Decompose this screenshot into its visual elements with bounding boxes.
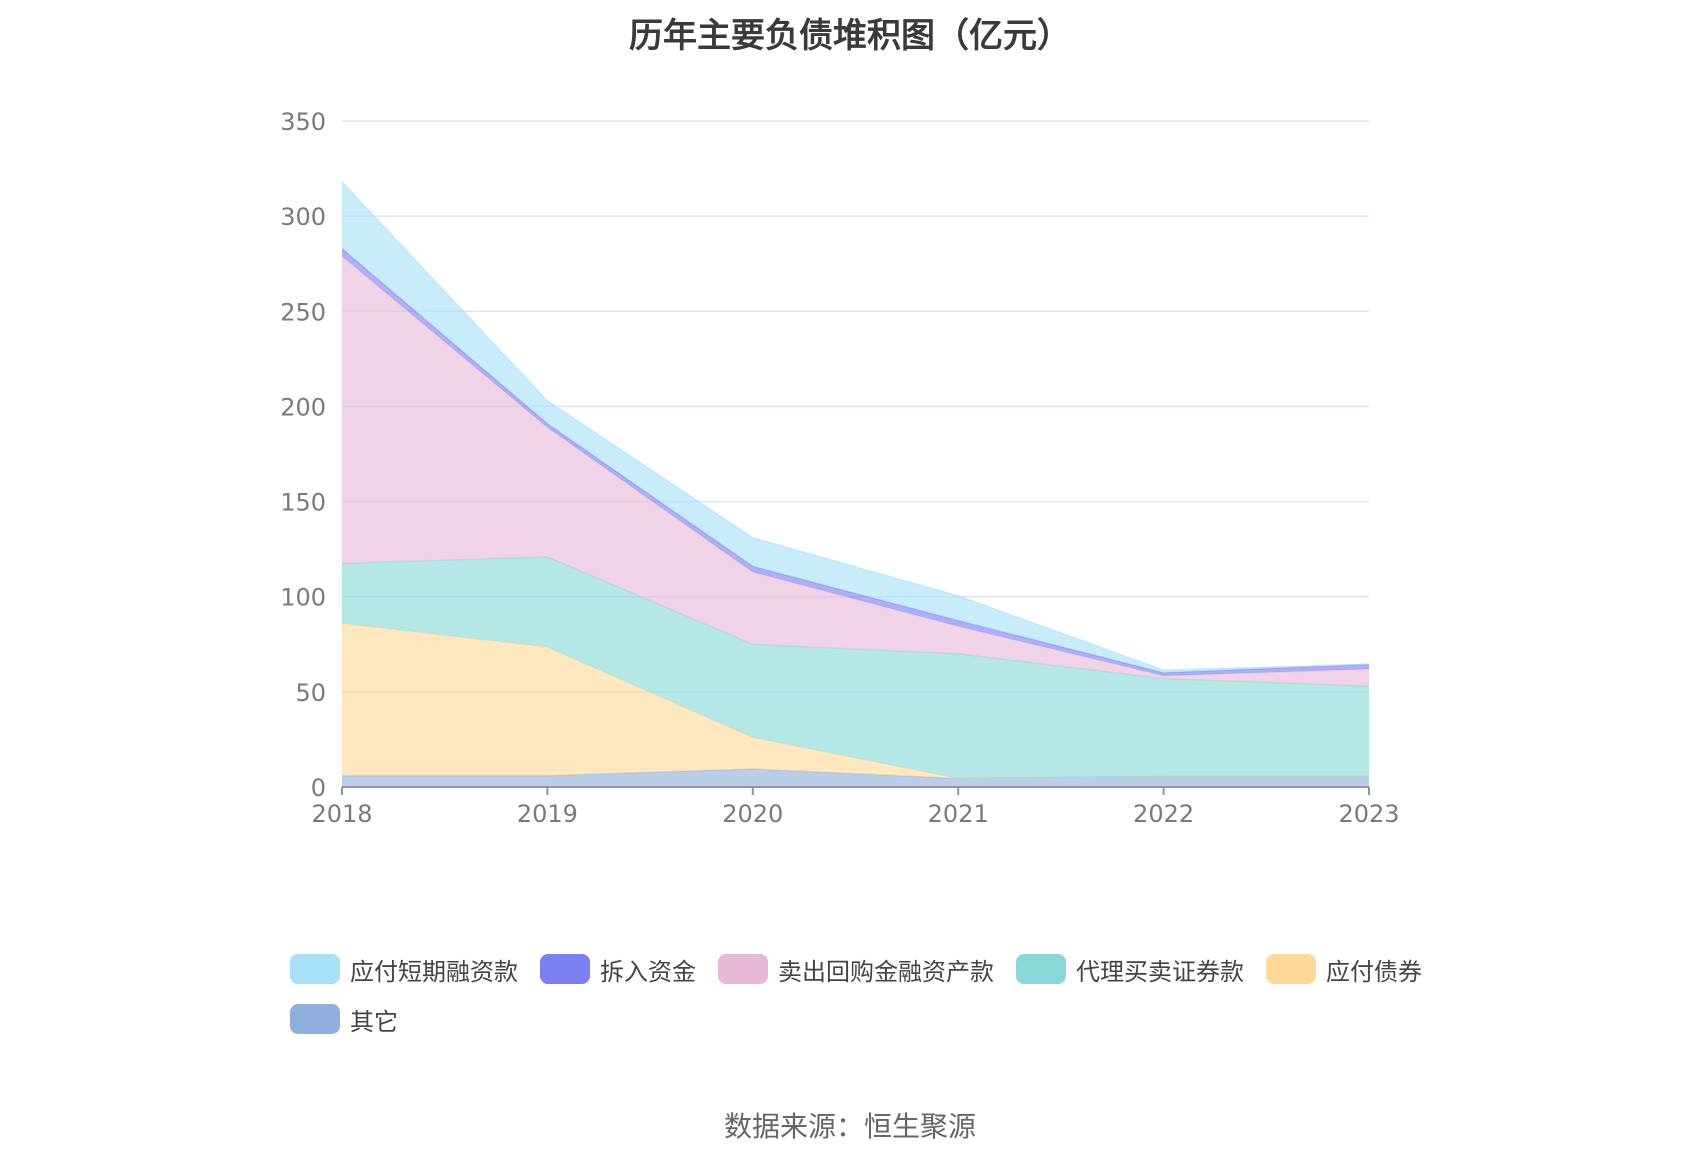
- legend-swatch: [290, 1004, 340, 1034]
- y-tick-label: 0: [311, 774, 326, 802]
- axes: 0 50 100 150 200 250 300 350 2018 2019 2020 2021 202…: [280, 108, 1399, 828]
- legend-swatch: [718, 954, 768, 984]
- y-tick-label: 350: [280, 108, 326, 136]
- y-tick-label: 150: [280, 489, 326, 517]
- x-tick-label: 2022: [1133, 800, 1194, 828]
- legend-item[interactable]: 应付短期融资款: [290, 952, 518, 986]
- source-note: 数据来源：恒生聚源: [723, 1110, 976, 1143]
- series-edge-line: [341, 181, 1370, 671]
- y-tick-label: 100: [280, 584, 326, 612]
- legend-swatch: [540, 954, 590, 984]
- area-series-其它: [342, 768, 1369, 787]
- x-tick-label: 2020: [722, 800, 783, 828]
- legend-item[interactable]: 其它: [290, 1002, 398, 1036]
- x-tick-label: 2023: [1338, 800, 1399, 828]
- area-series-应付债券: [342, 623, 1369, 779]
- x-tick-label: 2021: [928, 800, 989, 828]
- legend-label: 应付短期融资款: [350, 957, 518, 986]
- y-tick-label: 300: [280, 203, 326, 231]
- legend-swatch: [290, 954, 340, 984]
- area-series-代理买卖证券款: [342, 556, 1369, 779]
- legend-label: 应付债券: [1326, 957, 1422, 986]
- area-series: [341, 181, 1370, 787]
- y-tick-label: 250: [280, 298, 326, 326]
- legend-swatch: [1016, 954, 1066, 984]
- x-tick-label: 2018: [311, 800, 372, 828]
- y-tick-label: 200: [280, 393, 326, 421]
- legend: 应付短期融资款 拆入资金 卖出回购金融资产款 代理买卖证券款 应付债券其它: [290, 952, 1490, 1052]
- area-series-应付短期融资款: [342, 181, 1369, 673]
- legend-item[interactable]: 卖出回购金融资产款: [718, 952, 994, 986]
- legend-swatch: [1266, 954, 1316, 984]
- legend-label: 拆入资金: [600, 957, 696, 986]
- legend-label: 代理买卖证券款: [1076, 957, 1244, 986]
- legend-label: 其它: [350, 1007, 398, 1036]
- y-tick-label: 50: [295, 679, 326, 707]
- x-tick-label: 2019: [517, 800, 578, 828]
- legend-item[interactable]: 拆入资金: [540, 952, 696, 986]
- legend-item[interactable]: 应付债券: [1266, 952, 1422, 986]
- chart-title: 历年主要负债堆积图（亿元）: [629, 16, 1071, 56]
- legend-item[interactable]: 代理买卖证券款: [1016, 952, 1244, 986]
- area-series-卖出回购金融资产款: [342, 256, 1369, 687]
- legend-label: 卖出回购金融资产款: [778, 957, 994, 986]
